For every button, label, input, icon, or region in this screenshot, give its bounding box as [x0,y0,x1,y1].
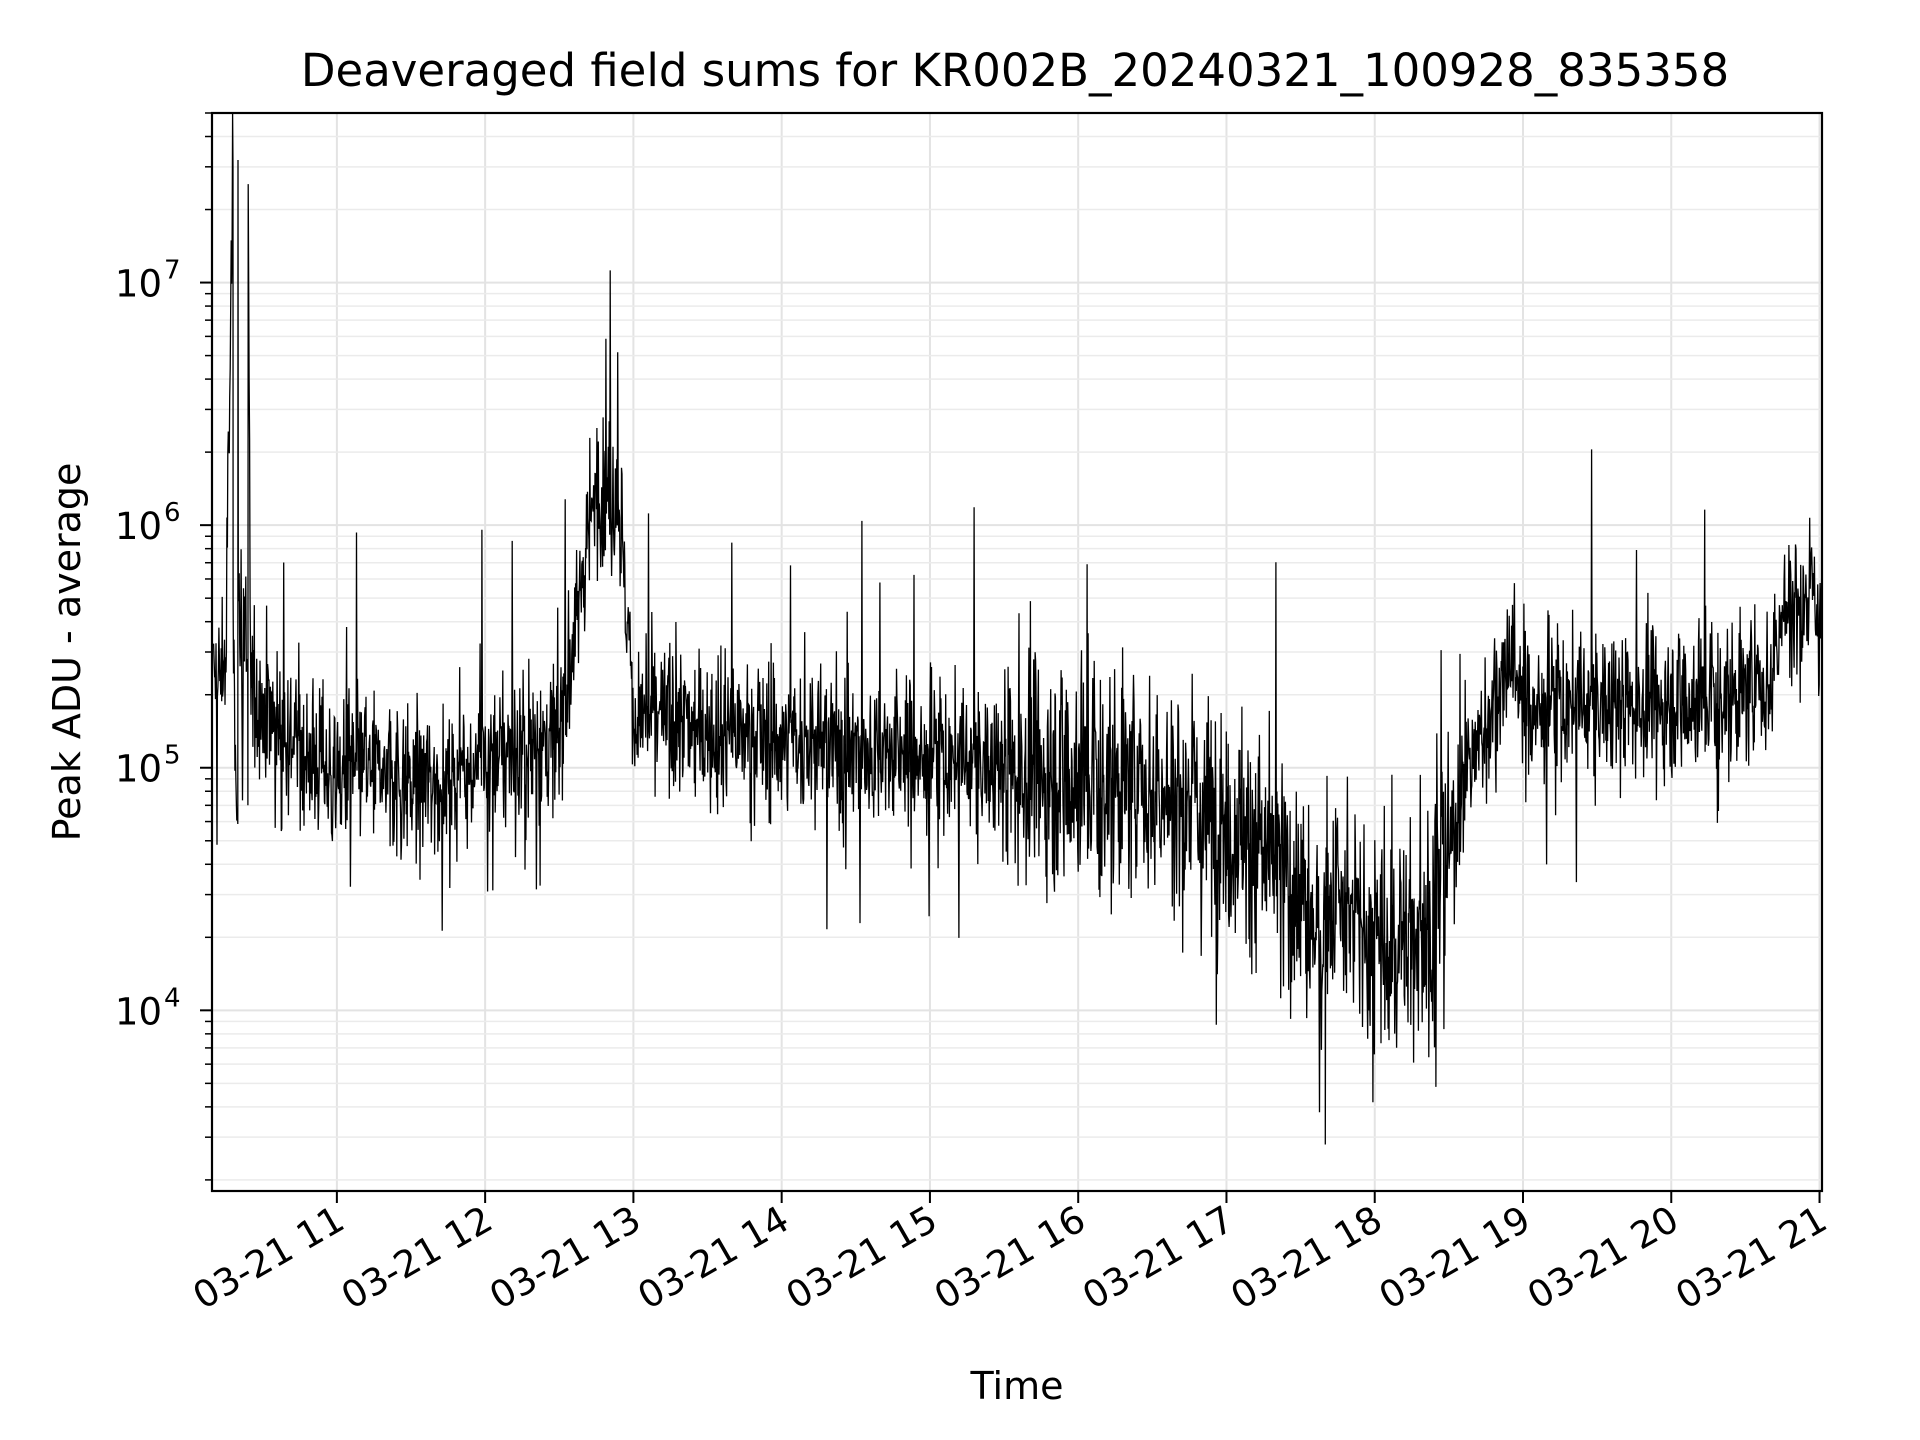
y-tick-label: 10 [115,990,162,1033]
chart-title: Deaveraged field sums for KR002B_2024032… [301,44,1729,97]
data-line [212,112,1823,1145]
y-tick-exponent: 6 [164,498,181,528]
y-tick-label: 10 [115,748,162,791]
y-tick-label: 10 [115,263,162,306]
grid [212,112,1822,1191]
y-tick-label: 10 [115,505,162,548]
y-tick-exponent: 7 [164,256,181,286]
y-tick-exponent: 4 [164,983,181,1013]
y-axis-label: Peak ADU - average [45,463,89,842]
x-axis-label: Time [970,1364,1064,1408]
data-line-group [212,112,1823,1145]
y-tick-exponent: 5 [164,741,181,771]
